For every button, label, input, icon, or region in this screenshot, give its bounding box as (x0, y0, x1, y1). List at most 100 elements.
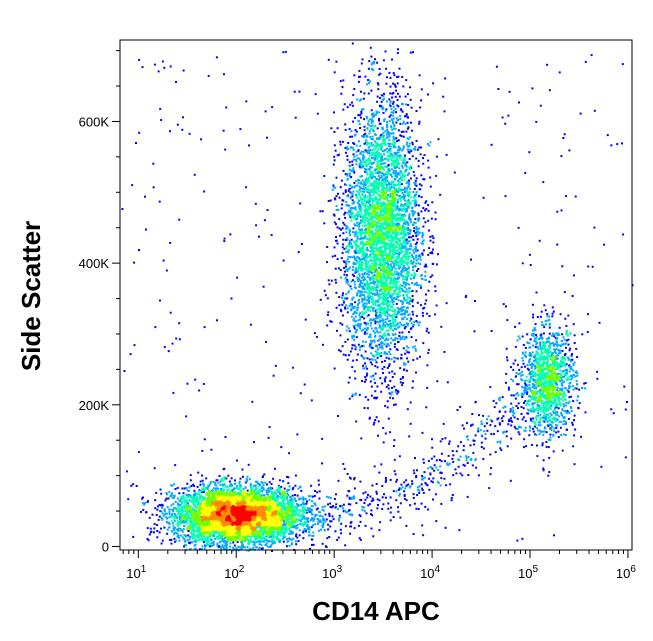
event-dot (215, 502, 217, 505)
event-dot (160, 492, 163, 495)
event-dot (255, 486, 257, 489)
event-dot (205, 504, 208, 507)
event-dot (265, 504, 268, 507)
event-dot (156, 524, 159, 526)
event-dot (250, 483, 252, 486)
event-dot (215, 498, 218, 501)
event-dot (228, 492, 231, 495)
event-dot (283, 521, 286, 524)
event-dot (321, 542, 324, 545)
event-dot (290, 514, 292, 516)
event-dot (196, 529, 199, 532)
event-dot (201, 474, 204, 477)
event-dot (242, 475, 244, 478)
event-dot (246, 520, 249, 523)
event-dot (204, 515, 207, 518)
event-dot (196, 512, 199, 515)
event-dot (254, 489, 257, 492)
event-dot (307, 534, 310, 537)
event-dot (250, 493, 253, 496)
event-dot (281, 518, 284, 521)
event-dot (254, 530, 257, 533)
event-dot (193, 497, 196, 500)
event-dot (216, 544, 219, 547)
event-dot (299, 523, 302, 525)
event-dot (197, 493, 200, 496)
event-dot (251, 534, 254, 537)
event-dot (271, 518, 274, 521)
event-dot (248, 549, 250, 552)
event-dot (310, 526, 313, 529)
event-dot (267, 495, 270, 498)
event-dot (294, 540, 297, 543)
event-dot (181, 510, 184, 513)
event-dot (218, 511, 221, 514)
event-dot (241, 536, 244, 539)
event-dot (260, 487, 263, 490)
event-dot (153, 527, 156, 530)
event-dot (257, 530, 260, 533)
event-dot (258, 485, 261, 488)
event-dot (298, 519, 301, 522)
event-dot (256, 516, 259, 519)
event-dot (251, 540, 254, 543)
event-dot (187, 504, 190, 507)
event-dot (253, 535, 256, 538)
event-dot (266, 520, 269, 522)
event-dot (188, 494, 191, 497)
event-dot (269, 495, 272, 498)
event-dot (321, 525, 324, 528)
event-dot (203, 499, 206, 502)
event-dot (198, 490, 201, 493)
event-dot (208, 527, 211, 530)
event-dot (246, 475, 249, 478)
event-dot (176, 509, 179, 512)
event-dot (175, 539, 178, 542)
event-dot (271, 487, 274, 490)
event-dot (272, 534, 275, 537)
event-dot (172, 533, 175, 536)
event-dot (264, 535, 267, 538)
event-dot (173, 537, 176, 540)
event-dot (292, 511, 295, 514)
event-dot (181, 500, 184, 503)
event-dot (220, 497, 223, 500)
event-dot (230, 508, 233, 511)
event-dot (181, 536, 184, 539)
event-dot (156, 530, 159, 532)
event-dot (299, 504, 302, 506)
event-dot (210, 523, 213, 526)
event-dot (265, 499, 268, 502)
event-dot (287, 501, 290, 504)
event-dot (233, 487, 236, 490)
event-dot (268, 486, 271, 489)
event-dot (230, 510, 233, 513)
event-dot (177, 507, 180, 510)
event-dot (273, 535, 276, 538)
event-dot (318, 529, 320, 532)
event-dot (280, 519, 283, 522)
event-dot (214, 481, 217, 484)
event-dot (274, 507, 277, 510)
event-dot (187, 530, 190, 533)
event-dot (160, 510, 163, 513)
event-dot (297, 487, 300, 490)
event-dot (193, 512, 196, 515)
event-dot (178, 523, 181, 526)
event-dot (208, 490, 211, 493)
event-dot (187, 514, 190, 517)
event-dot (303, 529, 306, 532)
event-dot (220, 478, 223, 481)
event-dot (269, 488, 272, 491)
event-dot (265, 543, 268, 545)
event-dot (199, 483, 202, 486)
event-dot (194, 534, 197, 537)
event-dot (166, 528, 169, 531)
event-dot (277, 518, 280, 521)
event-dot (214, 489, 217, 492)
event-dot (243, 526, 246, 529)
event-dot (235, 514, 238, 517)
event-dot (207, 544, 210, 546)
event-dot (198, 526, 201, 529)
event-dot (265, 489, 268, 492)
